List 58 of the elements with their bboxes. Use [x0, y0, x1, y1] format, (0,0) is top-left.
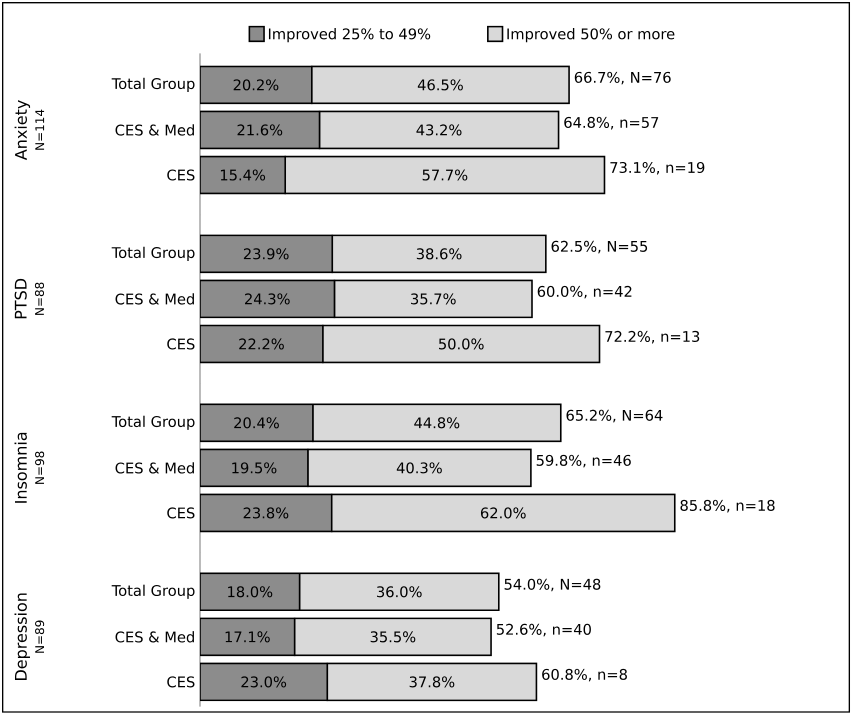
y-tick-label: CES	[167, 170, 194, 181]
data-label: 23.0%	[241, 676, 286, 688]
data-label: 24.3%	[245, 294, 290, 305]
y-tick-label: CES & Med	[116, 462, 194, 474]
data-label: 37.8%	[410, 676, 454, 688]
text: PTSD	[14, 279, 27, 318]
y-tick-label: CES	[167, 508, 194, 519]
data-label: 15.4%	[220, 170, 266, 181]
data-label: 21.6%	[238, 124, 282, 136]
data-label: 35.7%	[411, 294, 456, 305]
y-tick-label: Total Group	[112, 584, 195, 600]
total-label: 59.8%, n=46	[536, 454, 631, 468]
y-tick-label: Total Group	[112, 416, 195, 430]
total-label: 52.6%, n=40	[496, 624, 591, 637]
total-label: 72.2%, n=13	[605, 331, 700, 344]
data-label: 23.9%	[244, 248, 289, 260]
text: N=88	[34, 282, 44, 316]
data-label: 62.0%	[480, 508, 526, 519]
y-tick-label: CES & Med	[116, 631, 194, 643]
data-label: 17.1%	[226, 631, 270, 643]
y-tick-label: CES	[167, 338, 194, 350]
y-tick-label: CES & Med	[116, 124, 194, 136]
text: Anxiety	[14, 100, 30, 160]
y-tick-label: Total Group	[112, 78, 195, 92]
legend-label: Improved 25% to 49%	[268, 28, 430, 42]
total-label: 85.8%, n=18	[680, 500, 775, 513]
data-label: 57.7%	[422, 170, 468, 181]
text: Insomnia	[14, 432, 27, 503]
total-label: 62.5%, N=55	[552, 240, 648, 254]
total-label: 66.7%, N=76	[574, 72, 671, 85]
text: N=114	[35, 110, 44, 150]
data-label: 44.8%	[414, 417, 460, 429]
data-label: 20.2%	[234, 79, 278, 91]
text: N=89	[35, 620, 44, 653]
data-label: 23.8%	[244, 508, 288, 519]
data-label: 22.2%	[239, 338, 284, 350]
data-label: 46.5%	[418, 79, 463, 91]
total-label: 65.2%, N=64	[566, 410, 662, 422]
y-tick-label: Total Group	[112, 246, 195, 262]
data-label: 38.6%	[416, 248, 462, 260]
y-tick-label: CES	[167, 676, 194, 688]
data-label: 40.3%	[396, 462, 442, 474]
data-label: 18.0%	[228, 586, 272, 598]
data-label: 36.0%	[377, 586, 422, 598]
text: Depression	[14, 594, 30, 680]
total-label: 60.0%, n=42	[538, 286, 632, 299]
data-label: 43.2%	[416, 124, 462, 136]
data-label: 20.4%	[234, 417, 279, 429]
data-label: 19.5%	[232, 462, 276, 474]
total-label: 60.8%, n=8	[542, 669, 627, 682]
data-label: 35.5%	[370, 631, 416, 643]
text: N=98	[35, 452, 44, 484]
y-tick-label: CES & Med	[116, 293, 194, 305]
total-label: 73.1%, n=19	[610, 162, 704, 175]
data-label: 50.0%	[439, 338, 484, 350]
total-label: 54.0%, N=48	[504, 578, 600, 592]
legend-label: Improved 50% or more	[507, 28, 674, 42]
total-label: 64.8%, n=57	[564, 117, 658, 130]
